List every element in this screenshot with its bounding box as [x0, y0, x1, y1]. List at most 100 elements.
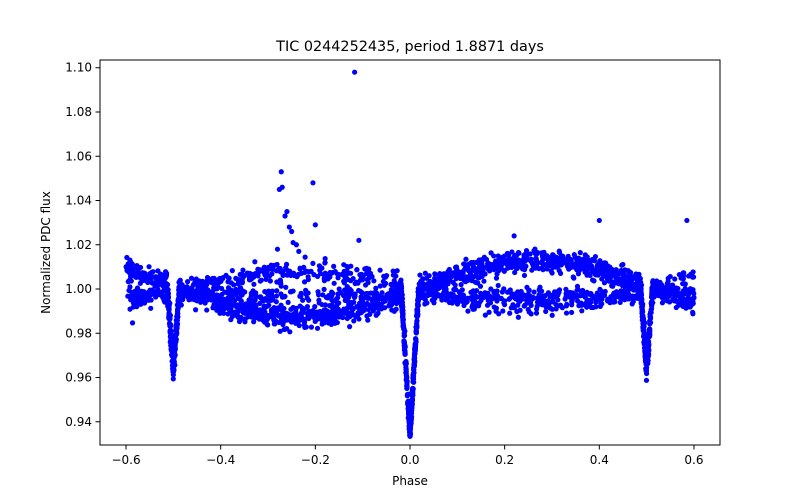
data-point — [588, 304, 594, 310]
data-point — [341, 262, 347, 268]
data-point — [281, 326, 287, 333]
data-point — [165, 293, 171, 299]
data-point — [575, 298, 581, 304]
data-point — [559, 259, 565, 265]
data-point — [624, 276, 630, 282]
data-point — [417, 272, 423, 278]
data-point — [218, 300, 224, 307]
y-axis-ticks: 0.94 0.96 0.98 1.00 1.02 1.04 1.06 1.08 1.10 — [65, 61, 100, 429]
x-axis-label: Phase — [392, 474, 428, 488]
data-point — [286, 224, 292, 230]
data-point — [591, 278, 597, 284]
data-point — [613, 267, 619, 273]
x-tick-label: −0.2 — [301, 453, 330, 467]
data-point — [285, 299, 291, 305]
data-point — [672, 293, 678, 299]
data-point — [298, 290, 304, 296]
data-point — [556, 289, 562, 295]
data-point — [412, 341, 418, 347]
data-point — [616, 291, 622, 297]
data-point — [491, 253, 497, 259]
data-point — [649, 289, 655, 295]
data-point — [218, 296, 225, 302]
data-point — [411, 362, 418, 368]
data-point — [129, 320, 136, 326]
data-point — [359, 290, 365, 296]
data-point — [617, 299, 623, 306]
data-point — [363, 293, 370, 299]
data-point — [297, 265, 303, 271]
data-point — [672, 276, 678, 282]
data-point — [537, 296, 543, 303]
data-point — [544, 266, 550, 272]
data-point — [184, 279, 191, 285]
data-point — [301, 317, 307, 323]
data-point — [609, 273, 615, 279]
data-point — [597, 258, 603, 264]
data-point — [626, 269, 632, 275]
data-point — [689, 286, 695, 293]
data-point — [390, 282, 396, 288]
data-point — [222, 289, 228, 295]
data-point — [682, 285, 688, 292]
data-point — [348, 299, 354, 306]
data-point — [527, 299, 534, 306]
data-point — [478, 290, 484, 296]
data-point — [521, 272, 528, 279]
data-point — [564, 301, 570, 307]
data-point — [643, 377, 650, 383]
data-point — [174, 317, 180, 323]
data-point — [478, 259, 484, 265]
data-point — [357, 272, 363, 278]
data-point — [333, 312, 339, 318]
data-point — [647, 315, 654, 321]
data-point — [667, 273, 673, 280]
data-point — [304, 295, 310, 301]
data-point — [422, 270, 428, 276]
data-point — [513, 292, 520, 299]
y-tick-label: 1.08 — [65, 105, 92, 119]
data-point — [587, 259, 593, 266]
data-point — [310, 180, 316, 186]
data-point — [356, 237, 362, 243]
data-point — [619, 262, 625, 268]
data-point — [432, 271, 438, 277]
data-point — [404, 384, 410, 390]
data-point — [357, 277, 363, 283]
data-point — [315, 289, 321, 295]
data-point — [414, 307, 420, 313]
data-point — [415, 297, 421, 304]
data-point — [177, 278, 183, 284]
data-point — [331, 280, 337, 286]
data-point — [327, 310, 333, 316]
data-point — [408, 421, 414, 427]
data-point — [358, 296, 364, 302]
data-point — [148, 292, 154, 298]
data-point — [501, 286, 507, 292]
data-point — [482, 312, 488, 318]
data-point — [332, 268, 338, 275]
data-point — [388, 294, 394, 300]
data-point — [644, 360, 650, 366]
data-point — [446, 299, 453, 306]
data-point — [391, 277, 397, 284]
data-point — [629, 278, 635, 284]
data-point — [470, 293, 476, 299]
data-point — [305, 290, 311, 296]
data-point — [525, 306, 531, 313]
data-point — [484, 292, 490, 298]
data-point — [533, 310, 540, 316]
data-point — [402, 351, 408, 357]
data-point — [319, 312, 326, 318]
data-point — [416, 287, 422, 293]
data-point — [400, 313, 406, 319]
data-point — [391, 271, 397, 278]
data-point — [231, 298, 237, 304]
data-point — [199, 288, 205, 294]
data-point — [665, 278, 671, 284]
data-point — [620, 296, 627, 302]
data-point — [554, 257, 560, 263]
data-point — [599, 276, 605, 282]
data-point — [638, 295, 644, 301]
data-point — [407, 433, 413, 439]
